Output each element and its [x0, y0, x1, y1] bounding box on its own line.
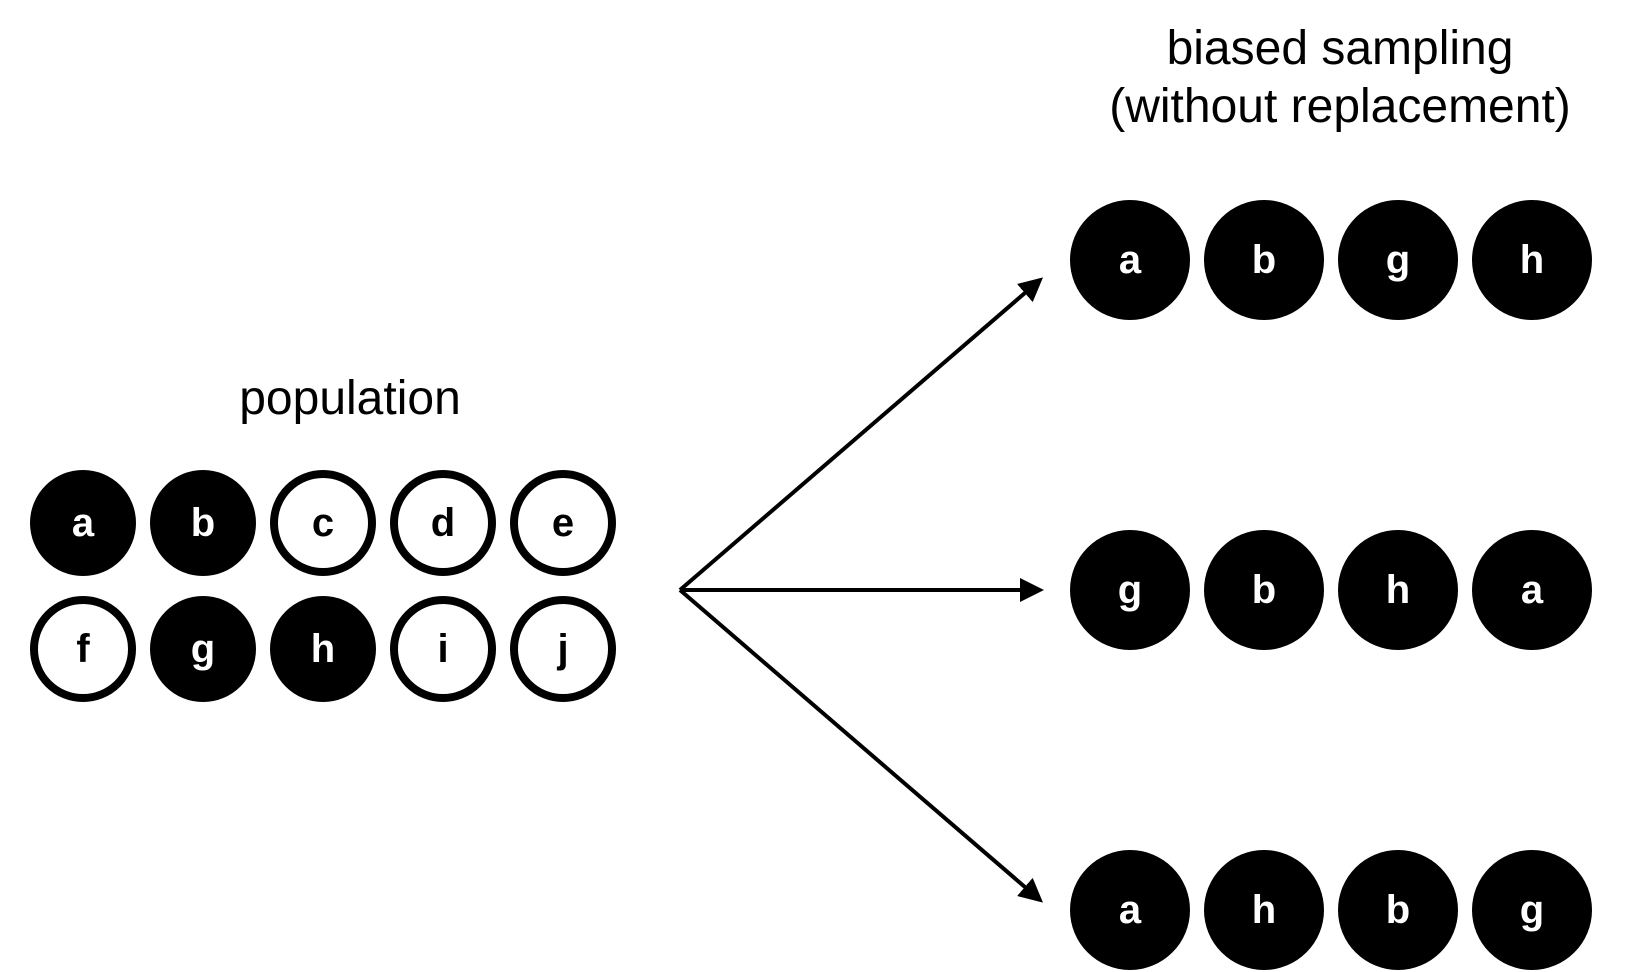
circle-b: b — [1338, 850, 1458, 970]
circle-label: c — [312, 501, 334, 546]
population-title: population — [190, 370, 510, 428]
circle-a: a — [1472, 530, 1592, 650]
circle-h: h — [1472, 200, 1592, 320]
circle-label: e — [552, 501, 574, 546]
circle-label: i — [437, 627, 448, 672]
circle-b: b — [150, 470, 256, 576]
circle-label: h — [1252, 888, 1276, 933]
circle-label: a — [1521, 568, 1543, 613]
population-row-2: f g h i j — [30, 596, 616, 702]
circle-e: e — [510, 470, 616, 576]
circle-label: h — [1386, 568, 1410, 613]
circle-label: g — [1386, 238, 1410, 283]
circle-label: g — [191, 627, 215, 672]
circle-label: g — [1520, 888, 1544, 933]
circle-label: a — [1119, 888, 1141, 933]
circle-label: b — [1252, 568, 1276, 613]
circle-label: h — [311, 627, 335, 672]
circle-label: f — [76, 627, 89, 672]
circle-h: h — [1204, 850, 1324, 970]
circle-c: c — [270, 470, 376, 576]
circle-h: h — [270, 596, 376, 702]
circle-label: j — [557, 627, 568, 672]
circle-j: j — [510, 596, 616, 702]
circle-a: a — [1070, 200, 1190, 320]
sampling-title: biased sampling (without replacement) — [1050, 20, 1630, 135]
arrows-icon — [660, 250, 1060, 930]
circle-label: g — [1118, 568, 1142, 613]
sample-row-3: ahbg — [1070, 850, 1592, 970]
diagram-canvas: population biased sampling (without repl… — [0, 0, 1648, 972]
circle-i: i — [390, 596, 496, 702]
circle-a: a — [30, 470, 136, 576]
circle-label: a — [72, 501, 94, 546]
circle-g: g — [150, 596, 256, 702]
circle-a: a — [1070, 850, 1190, 970]
circle-b: b — [1204, 200, 1324, 320]
circle-label: d — [431, 501, 455, 546]
circle-b: b — [1204, 530, 1324, 650]
circle-label: b — [1252, 238, 1276, 283]
circle-g: g — [1070, 530, 1190, 650]
circle-g: g — [1472, 850, 1592, 970]
sample-row-2: gbha — [1070, 530, 1592, 650]
circle-f: f — [30, 596, 136, 702]
circle-label: b — [191, 501, 215, 546]
circle-h: h — [1338, 530, 1458, 650]
circle-label: h — [1520, 238, 1544, 283]
circle-g: g — [1338, 200, 1458, 320]
sample-row-1: abgh — [1070, 200, 1592, 320]
circle-label: b — [1386, 888, 1410, 933]
circle-label: a — [1119, 238, 1141, 283]
population-row-1: a b c d e — [30, 470, 616, 576]
circle-d: d — [390, 470, 496, 576]
